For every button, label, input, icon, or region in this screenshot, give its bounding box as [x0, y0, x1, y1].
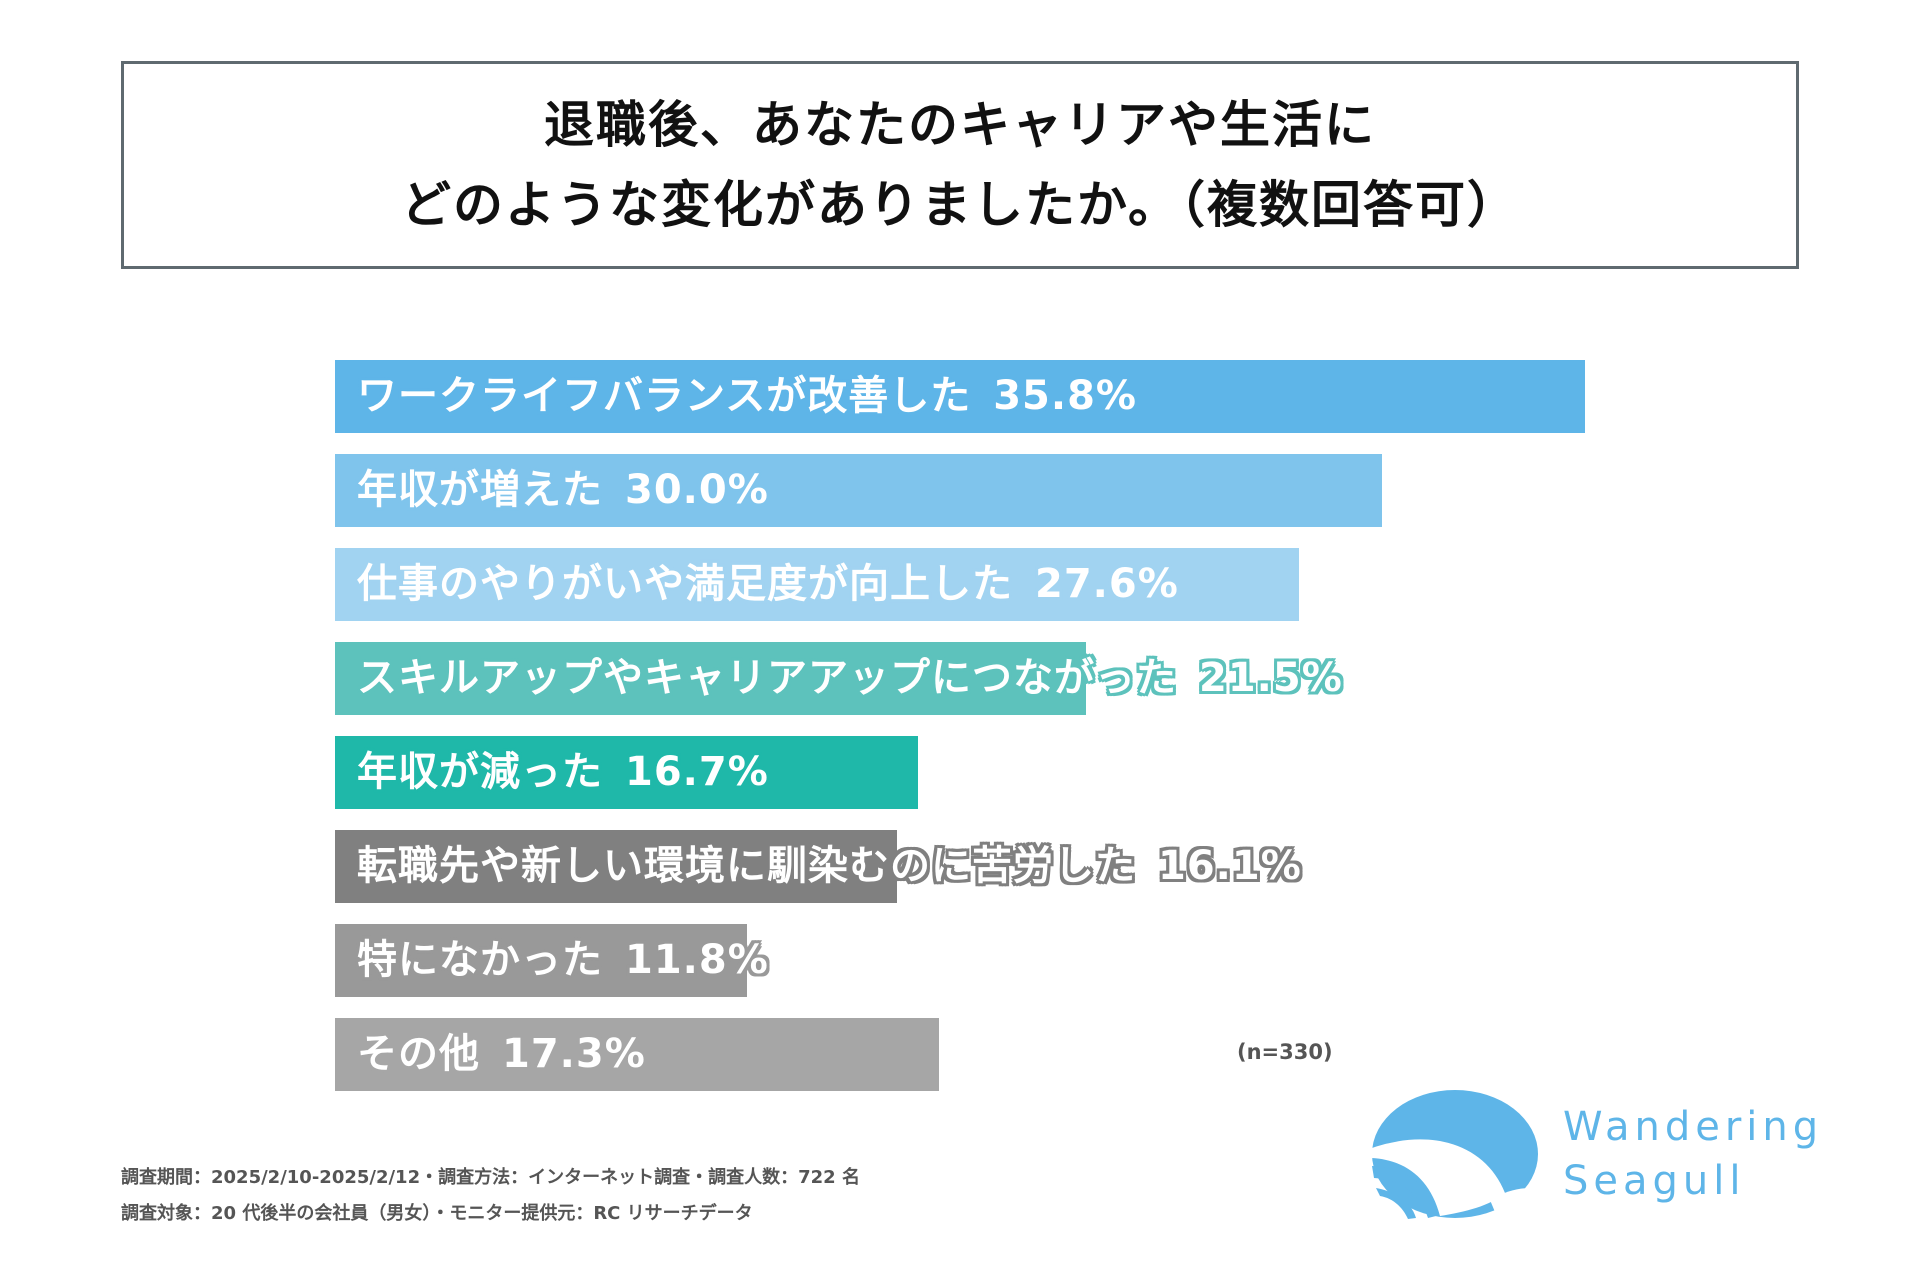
wandering-seagull-logo: Wandering Seagull — [1370, 1088, 1820, 1223]
bar-label: 年収が減った 16.7% — [357, 736, 769, 809]
seagull-logo-icon — [1372, 1090, 1540, 1219]
bar — [335, 548, 1299, 621]
bar-category-label: 年収が減った — [357, 749, 603, 795]
bar-value-label: 16.1% — [1158, 843, 1302, 889]
bar — [335, 454, 1382, 527]
bar-category-label: 転職先や新しい環境に馴染むのに苦労した — [357, 843, 1136, 889]
survey-footer: 調査期間：2025/2/10-2025/2/12・調査方法：インターネット調査・… — [121, 1160, 860, 1232]
bar — [335, 642, 1086, 715]
bar-label: 特になかった 11.8% — [357, 924, 769, 997]
bar — [335, 736, 918, 809]
bar-category-label: スキルアップやキャリアアップにつながった — [357, 655, 1177, 701]
survey-target-source: 調査対象：20 代後半の会社員（男女）・モニター提供元：RC リサーチデータ — [121, 1203, 753, 1224]
bar-category-label: ワークライフバランスが改善した — [357, 373, 972, 419]
title-box: 退職後、あなたのキャリアや生活に どのような変化がありましたか。（複数回答可） — [121, 61, 1799, 269]
bar-value-label: 16.7% — [625, 749, 769, 795]
chart-title-line-1: 退職後、あなたのキャリアや生活に — [544, 96, 1376, 154]
bar-category-label: 年収が増えた — [357, 467, 603, 513]
bar-value-label: 27.6% — [1035, 561, 1179, 607]
bar-chart: ワークライフバランスが改善した 35.8% 年収が増えた 30.0% 仕事のやりがいや満… — [335, 360, 1585, 1091]
bar-value-label: 11.8% — [625, 937, 769, 983]
bar — [335, 830, 897, 903]
bar-value-label: 21.5% — [1199, 655, 1343, 701]
bar-label: 転職先や新しい環境に馴染むのに苦労した 16.1% — [357, 830, 1302, 903]
bar — [335, 924, 747, 997]
bar-category-label: 特になかった — [357, 937, 603, 983]
bar-category-label: その他 — [357, 1031, 480, 1077]
bar — [335, 360, 1585, 433]
bar-category-label: 仕事のやりがいや満足度が向上した — [357, 561, 1013, 607]
chart-title-line-2: どのような変化がありましたか。（複数回答可） — [401, 176, 1519, 234]
logo-text-seagull: Seagull — [1563, 1158, 1746, 1204]
bar-label: その他 17.3% — [357, 1018, 646, 1091]
bar — [335, 1018, 939, 1091]
bar-label: スキルアップやキャリアアップにつながった 21.5% — [357, 642, 1343, 715]
bar-label: 仕事のやりがいや満足度が向上した 27.6% — [357, 548, 1179, 621]
bar-value-label: 30.0% — [625, 467, 769, 513]
bar-value-label: 17.3% — [502, 1031, 646, 1077]
bar-label: 年収が増えた 30.0% — [357, 454, 769, 527]
bar-label: ワークライフバランスが改善した 35.8% — [357, 360, 1137, 433]
sample-size-note: (n=330) — [1237, 1040, 1333, 1064]
survey-period-method: 調査期間：2025/2/10-2025/2/12・調査方法：インターネット調査・… — [121, 1167, 860, 1188]
bar-value-label: 35.8% — [993, 373, 1137, 419]
logo-text-wandering: Wandering — [1563, 1104, 1824, 1150]
